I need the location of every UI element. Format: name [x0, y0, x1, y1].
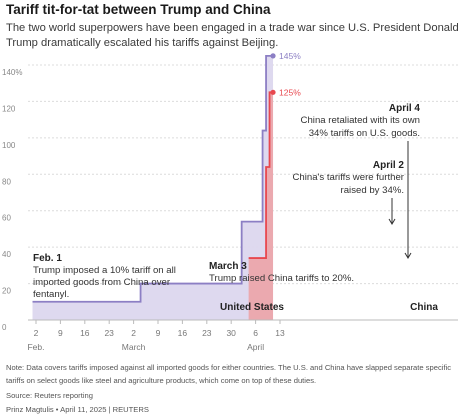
- x-tick-sublabel: Feb.: [27, 342, 44, 352]
- y-tick-label: 40: [2, 250, 11, 259]
- annotation-feb1-text: Trump imposed a 10% tariff on all: [33, 265, 176, 276]
- series-end-label: 125%: [279, 87, 301, 97]
- annotation-apr2-date: April 2: [373, 160, 405, 171]
- x-tick-label: 23: [202, 328, 212, 338]
- chart-source: Source: Reuters reporting: [6, 391, 93, 400]
- series-end-point: [270, 53, 276, 59]
- annotation-apr2-text: raised by 34%.: [341, 185, 404, 196]
- series-end-label: 145%: [279, 51, 301, 61]
- annotation-mar3-text: Trump raised China tariffs to 20%.: [209, 273, 354, 284]
- annotation-apr4-text: China retaliated with its own: [301, 115, 420, 126]
- annotation-apr4-arrow-head: [404, 252, 412, 259]
- annotation-apr2-text: China's tariffs were further: [293, 172, 405, 183]
- x-tick-label: 2: [131, 328, 136, 338]
- x-tick-label: 16: [178, 328, 188, 338]
- x-tick-label: 9: [156, 328, 161, 338]
- x-tick-label: 6: [253, 328, 258, 338]
- x-tick-label: 9: [58, 328, 63, 338]
- x-tick-label: 13: [275, 328, 285, 338]
- annotation-feb1-date: Feb. 1: [33, 253, 62, 264]
- annotation-apr4-date: April 4: [389, 103, 421, 114]
- y-tick-label: 80: [2, 177, 11, 186]
- tariff-chart: 0 20 40 60 80 100 120 140% 145% 125% United States…: [2, 51, 458, 352]
- annotation-feb1-text: fentanyl.: [33, 289, 69, 300]
- chart-credit: Prinz Magtulis • April 11, 2025 | REUTER…: [6, 405, 149, 414]
- series-line-china: [248, 91, 274, 259]
- y-tick-label: 140%: [2, 68, 22, 77]
- series-end-point: [270, 89, 276, 95]
- x-tick-sublabel: April: [247, 342, 264, 352]
- y-tick-label: 20: [2, 287, 11, 296]
- annotation-feb1-text: imported goods from China over: [33, 277, 171, 288]
- x-tick-label: 2: [34, 328, 39, 338]
- series-name-us: United States: [220, 302, 284, 313]
- series-name-china: China: [410, 302, 438, 313]
- y-tick-label: 0: [2, 323, 7, 332]
- series-area-china: [248, 92, 274, 320]
- y-tick-label: 120: [2, 104, 16, 113]
- x-tick-label: 30: [226, 328, 236, 338]
- y-tick-label: 100: [2, 141, 16, 150]
- chart-title: Tariff tit-for-tat between Trump and Chi…: [6, 2, 271, 17]
- chart-note: Note: Data covers tariffs imposed agains…: [6, 363, 452, 385]
- x-tick-label: 16: [80, 328, 90, 338]
- chart-subtitle: The two world superpowers have been enga…: [6, 22, 459, 49]
- x-tick-label: 23: [104, 328, 114, 338]
- annotation-apr2-arrow-head: [388, 218, 396, 225]
- y-tick-label: 60: [2, 214, 11, 223]
- x-tick-sublabel: March: [122, 342, 146, 352]
- series-line-us: [32, 54, 274, 303]
- annotation-mar3-date: March 3: [209, 261, 247, 272]
- annotation-apr4-text: 34% tariffs on U.S. goods.: [309, 128, 420, 139]
